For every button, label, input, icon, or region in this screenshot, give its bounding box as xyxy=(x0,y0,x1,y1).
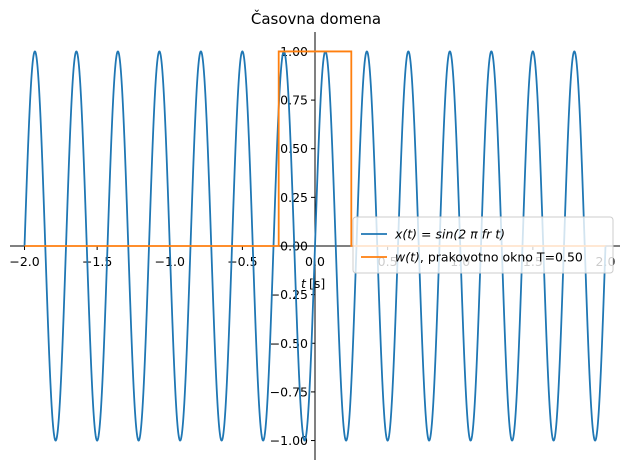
x-tick-label: −0.5 xyxy=(227,254,257,269)
legend-entry: x(t) = sin(2 π fr t) xyxy=(394,227,505,242)
x-tick-label: −1.5 xyxy=(82,254,112,269)
x-tick-label: −2.0 xyxy=(9,254,39,269)
y-tick-label: 0.25 xyxy=(280,190,308,205)
chart-title: Časovna domena xyxy=(251,9,381,28)
y-tick-label: −0.75 xyxy=(270,384,308,399)
legend: x(t) = sin(2 π fr t) w(t), prakovotno okn… xyxy=(352,216,614,274)
y-tick-label: −0.50 xyxy=(270,336,308,351)
y-tick-label: 0.75 xyxy=(280,93,308,108)
y-tick-label: 0.50 xyxy=(280,141,308,156)
legend-box xyxy=(352,216,614,274)
sine-series-line xyxy=(23,50,607,442)
x-axis-label-var: t xyxy=(301,276,307,291)
x-axis-label-unit: [s] xyxy=(309,276,325,291)
x-axis-label: t [s] xyxy=(301,276,325,291)
y-tick-label: −0.25 xyxy=(270,287,308,302)
legend-entry: w(t), prakovotno okno T=0.50 xyxy=(395,250,583,265)
y-tick-label: −1.00 xyxy=(270,433,308,448)
